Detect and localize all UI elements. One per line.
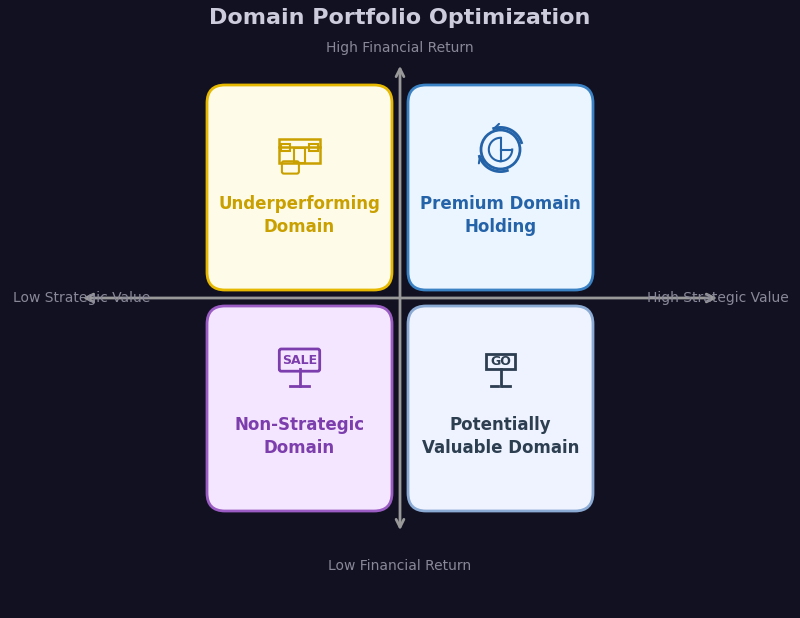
FancyBboxPatch shape xyxy=(408,85,593,290)
FancyBboxPatch shape xyxy=(207,85,392,290)
Text: High Strategic Value: High Strategic Value xyxy=(647,291,789,305)
Text: Non-Strategic
Domain: Non-Strategic Domain xyxy=(234,416,365,457)
FancyBboxPatch shape xyxy=(207,306,392,511)
Text: GO: GO xyxy=(490,355,511,368)
Bar xyxy=(294,148,306,163)
Bar xyxy=(278,139,320,163)
FancyBboxPatch shape xyxy=(408,306,593,511)
Text: Low Strategic Value: Low Strategic Value xyxy=(14,291,150,305)
Text: Underperforming
Domain: Underperforming Domain xyxy=(218,195,381,236)
Text: Domain Portfolio Optimization: Domain Portfolio Optimization xyxy=(210,8,590,28)
Text: Potentially
Valuable Domain: Potentially Valuable Domain xyxy=(422,416,579,457)
Text: Low Financial Return: Low Financial Return xyxy=(329,559,471,573)
Bar xyxy=(309,144,318,151)
Text: SALE: SALE xyxy=(282,353,317,366)
Text: Premium Domain
Holding: Premium Domain Holding xyxy=(420,195,581,236)
Bar xyxy=(281,144,290,151)
Text: High Financial Return: High Financial Return xyxy=(326,41,474,55)
Bar xyxy=(486,353,515,369)
